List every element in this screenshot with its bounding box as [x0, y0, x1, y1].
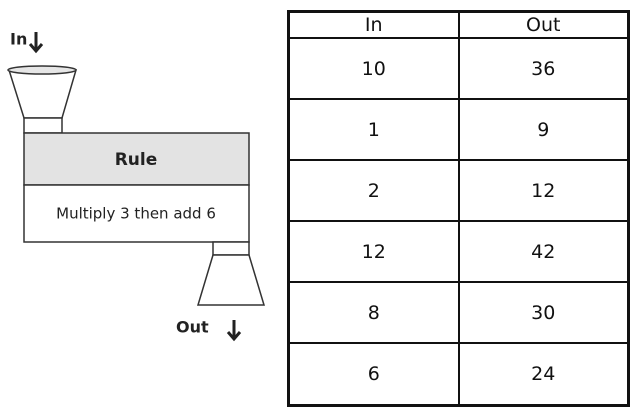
table-cell: 1 — [287, 98, 460, 162]
table-cell: 9 — [457, 98, 630, 162]
input-arrow — [28, 32, 44, 54]
table-cell: 36 — [457, 36, 630, 101]
rule-title: Rule — [115, 150, 158, 170]
header-cell: Out — [457, 10, 630, 39]
rule-box — [23, 184, 250, 243]
table-cell: 6 — [287, 342, 460, 407]
table-row: 12 42 — [287, 220, 630, 284]
table-row: 6 24 — [287, 342, 630, 407]
table-cell: 12 — [457, 159, 630, 223]
rule-text: Multiply 3 then add 6 — [56, 205, 216, 223]
output-arrow — [226, 320, 242, 342]
table-cell: 2 — [287, 159, 460, 223]
table-row: 10 36 — [287, 36, 630, 101]
table-cell: 42 — [457, 220, 630, 284]
funnel-rim — [7, 65, 77, 75]
in-out-table: In Out 10 36 1 9 2 12 12 42 8 30 6 24 — [287, 10, 630, 407]
input-label: In — [10, 30, 27, 49]
table-row: 8 30 — [287, 281, 630, 345]
table-cell: 10 — [287, 36, 460, 101]
table-cell: 30 — [457, 281, 630, 345]
input-funnel — [7, 69, 77, 119]
output-label: Out — [176, 318, 209, 337]
input-neck — [23, 117, 63, 134]
header-cell: In — [287, 10, 460, 39]
table-cell: 24 — [457, 342, 630, 407]
header-row: In Out — [287, 10, 630, 39]
rule-header — [23, 132, 250, 186]
output-funnel — [196, 254, 266, 306]
function-machine: In Rule Multiply 3 then add 6 Out — [7, 30, 266, 342]
table-cell: 12 — [287, 220, 460, 284]
table-cell: 8 — [287, 281, 460, 345]
table-row: 2 12 — [287, 159, 630, 223]
table-body: 10 36 1 9 2 12 12 42 8 30 6 24 — [287, 36, 630, 407]
output-neck — [212, 241, 250, 256]
